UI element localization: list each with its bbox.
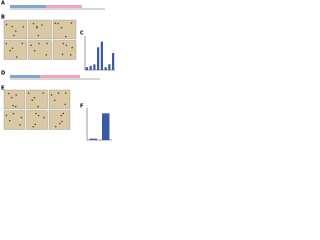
cell bbox=[20, 116, 23, 119]
micrograph bbox=[48, 89, 71, 110]
bar bbox=[108, 64, 111, 70]
cell bbox=[65, 44, 68, 47]
cell bbox=[50, 94, 53, 96]
cell bbox=[32, 22, 35, 25]
micrograph bbox=[48, 110, 71, 130]
micrograph bbox=[28, 40, 52, 60]
cell bbox=[27, 92, 30, 95]
cell bbox=[14, 30, 17, 32]
cell bbox=[12, 104, 14, 107]
cell bbox=[70, 54, 72, 56]
cell bbox=[38, 42, 40, 45]
cell bbox=[37, 34, 40, 37]
micrographs-e bbox=[3, 89, 71, 130]
micrograph bbox=[3, 110, 26, 130]
cell bbox=[19, 124, 21, 126]
cell bbox=[15, 56, 18, 58]
cell bbox=[15, 94, 18, 96]
cell bbox=[33, 49, 36, 52]
panel-label: D bbox=[1, 71, 5, 77]
cell bbox=[54, 22, 57, 25]
cell bbox=[57, 92, 60, 94]
micrograph bbox=[3, 89, 26, 110]
bar bbox=[112, 53, 115, 70]
cell bbox=[45, 54, 48, 56]
cell bbox=[37, 105, 39, 108]
micrograph bbox=[26, 89, 48, 110]
timeline-d bbox=[10, 75, 100, 80]
cell bbox=[5, 23, 8, 26]
cell bbox=[8, 119, 11, 122]
micrograph bbox=[28, 19, 52, 40]
micrograph bbox=[3, 40, 28, 60]
cell bbox=[32, 125, 35, 128]
cell bbox=[42, 92, 45, 94]
cell bbox=[10, 96, 13, 99]
cell bbox=[53, 99, 56, 102]
panel-label: A bbox=[1, 1, 5, 7]
cell bbox=[61, 53, 64, 56]
micrograph bbox=[52, 40, 77, 60]
cell bbox=[37, 114, 40, 117]
cell bbox=[64, 35, 67, 38]
cell bbox=[43, 116, 45, 119]
micrograph bbox=[52, 19, 77, 40]
bar bbox=[104, 67, 107, 70]
cell bbox=[31, 99, 34, 102]
bar bbox=[89, 65, 92, 70]
cell bbox=[46, 42, 48, 45]
cell bbox=[59, 122, 61, 125]
cell bbox=[41, 24, 43, 26]
cell bbox=[60, 26, 63, 29]
cell bbox=[35, 25, 38, 28]
cell bbox=[5, 114, 8, 117]
cell bbox=[34, 123, 37, 126]
cell bbox=[22, 26, 24, 28]
cell bbox=[36, 26, 38, 29]
cell bbox=[71, 46, 74, 49]
cell bbox=[33, 96, 36, 99]
cell bbox=[64, 103, 66, 106]
panel-label: E bbox=[1, 86, 5, 92]
cell bbox=[35, 112, 37, 115]
figure: A B C D E F bbox=[1, 1, 115, 141]
cell bbox=[62, 42, 65, 45]
bar bbox=[85, 67, 88, 70]
cell bbox=[5, 42, 8, 45]
cell bbox=[7, 92, 10, 95]
cell bbox=[57, 22, 59, 25]
micrograph bbox=[3, 19, 28, 40]
cell bbox=[61, 120, 63, 123]
cell bbox=[21, 42, 24, 45]
cell bbox=[62, 112, 65, 115]
bar bbox=[93, 64, 96, 70]
cell bbox=[14, 105, 17, 108]
panel-label: B bbox=[1, 15, 5, 21]
micrographs-b bbox=[3, 19, 77, 60]
cell bbox=[12, 112, 15, 115]
panel-label: C bbox=[80, 31, 84, 37]
cell bbox=[13, 34, 15, 37]
cell bbox=[11, 47, 14, 50]
bar bbox=[102, 113, 110, 140]
bar bbox=[100, 41, 103, 70]
cell bbox=[64, 92, 67, 94]
timeline-a bbox=[10, 5, 105, 10]
micrograph bbox=[26, 110, 48, 130]
cell bbox=[9, 49, 12, 52]
bar bbox=[89, 138, 97, 140]
bar bbox=[97, 47, 100, 70]
cell bbox=[70, 22, 73, 24]
cell bbox=[11, 25, 14, 28]
cell bbox=[54, 125, 57, 128]
panel-label: F bbox=[80, 104, 83, 110]
cell bbox=[60, 114, 63, 117]
cell bbox=[30, 44, 32, 47]
